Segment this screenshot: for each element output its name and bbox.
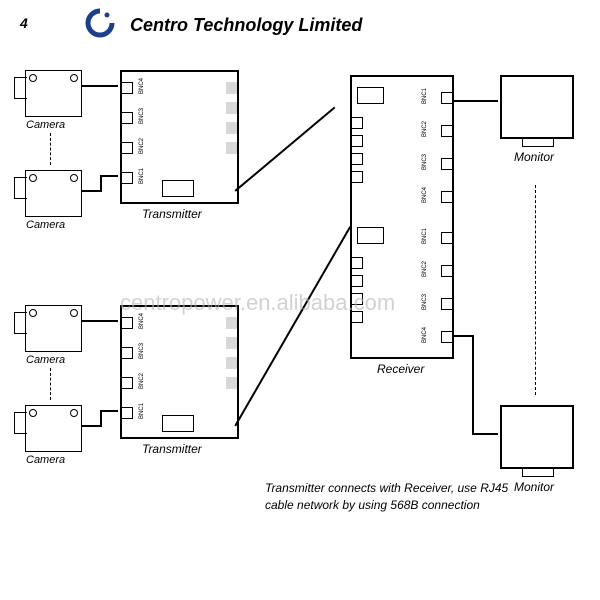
wire <box>82 320 118 322</box>
dashed-connector <box>50 368 51 400</box>
transmitter-label: Transmitter <box>142 207 202 221</box>
camera-1: Camera <box>25 70 82 117</box>
receiver: BNC1 BNC2 BNC3 BNC4 BNC1 BNC2 BNC3 BNC4 … <box>350 75 454 359</box>
camera-label: Camera <box>26 219 65 231</box>
camera-label: Camera <box>26 119 65 131</box>
wire <box>452 100 498 102</box>
camera-label: Camera <box>26 354 65 366</box>
wire <box>100 410 102 427</box>
camera-4: Camera <box>25 405 82 452</box>
wire <box>82 425 100 427</box>
dashed-connector <box>50 133 51 165</box>
connection-diagram: Camera Camera Camera Camera BNC4 BNC3 B <box>10 55 590 585</box>
monitor-1: Monitor <box>500 75 574 139</box>
wire <box>82 190 100 192</box>
monitor-2: Monitor <box>500 405 574 469</box>
rj45-cable <box>234 226 350 426</box>
page-number: 4 <box>20 15 28 31</box>
company-name: Centro Technology Limited <box>130 15 362 36</box>
transmitter-label: Transmitter <box>142 442 202 456</box>
wire <box>100 410 118 412</box>
wire <box>100 175 118 177</box>
camera-2: Camera <box>25 170 82 217</box>
wire <box>472 433 498 435</box>
camera-label: Camera <box>26 454 65 466</box>
wire <box>472 335 474 435</box>
monitor-label: Monitor <box>514 150 554 164</box>
wire <box>82 85 118 87</box>
wire <box>100 175 102 192</box>
dashed-connector <box>535 185 536 395</box>
company-logo-icon <box>85 8 115 38</box>
transmitter-2: BNC4 BNC3 BNC2 BNC1 Transmitter <box>120 305 239 439</box>
camera-3: Camera <box>25 305 82 352</box>
rj45-cable <box>235 107 336 192</box>
receiver-label: Receiver <box>377 362 424 376</box>
transmitter-1: BNC4 BNC3 BNC2 BNC1 Transmitter <box>120 70 239 204</box>
wire <box>452 335 472 337</box>
caption-text: Transmitter connects with Receiver, use … <box>265 480 525 514</box>
